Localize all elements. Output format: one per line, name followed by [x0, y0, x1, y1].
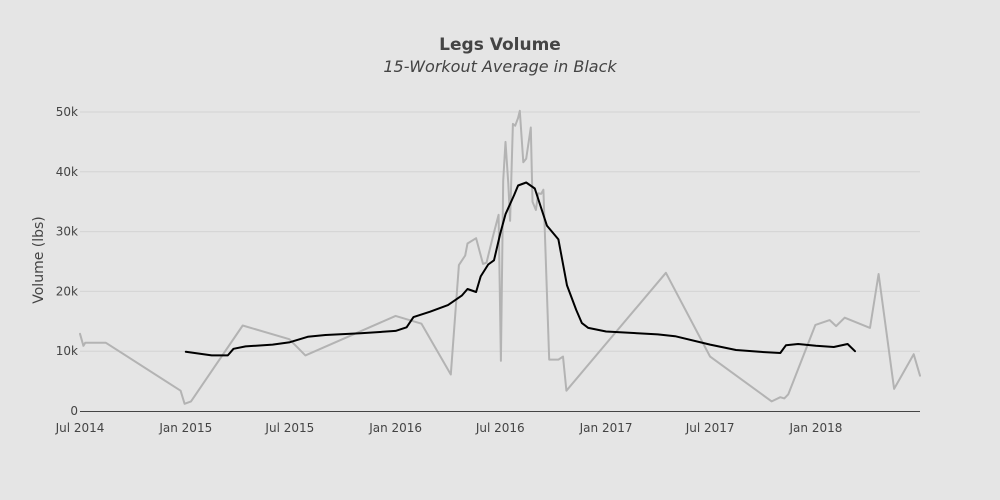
x-tick-label: Jan 2016 — [368, 421, 422, 435]
chart-title: Legs Volume — [439, 35, 561, 55]
x-tick-label: Jul 2015 — [264, 421, 314, 435]
y-tick-label: 50k — [56, 105, 78, 119]
y-tick-label: 10k — [56, 344, 78, 358]
y-tick-label: 0 — [70, 404, 78, 418]
series-lines — [79, 109, 921, 405]
y-axis-label: Volume (lbs) — [31, 216, 47, 304]
average-volume-line — [184, 181, 856, 357]
y-tick-label: 20k — [56, 284, 78, 298]
x-tick-label: Jan 2017 — [579, 421, 633, 435]
chart-subtitle: 15-Workout Average in Black — [383, 57, 617, 76]
y-tick-labels: 0 10k 20k 30k 40k 50k — [56, 105, 78, 418]
y-tick-label: 30k — [56, 225, 78, 239]
x-tick-label: Jul 2014 — [55, 421, 105, 435]
y-tick-label: 40k — [56, 165, 78, 179]
raw-volume-line — [79, 109, 921, 405]
x-tick-labels: Jul 2014 Jan 2015 Jul 2015 Jan 2016 Jul 2016… — [55, 421, 843, 435]
x-tick-label: Jul 2017 — [685, 421, 735, 435]
x-tick-label: Jul 2016 — [475, 421, 525, 435]
x-tick-label: Jan 2015 — [158, 421, 212, 435]
x-tick-label: Jan 2018 — [789, 421, 843, 435]
